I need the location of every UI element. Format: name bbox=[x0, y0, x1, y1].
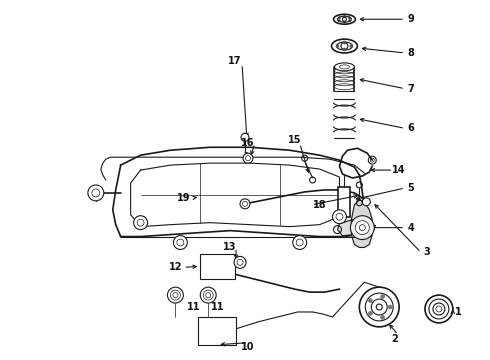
Text: 8: 8 bbox=[408, 48, 415, 58]
Text: 9: 9 bbox=[408, 14, 415, 24]
Circle shape bbox=[381, 315, 385, 319]
Circle shape bbox=[359, 225, 366, 231]
Circle shape bbox=[134, 216, 147, 230]
Circle shape bbox=[234, 256, 246, 268]
Ellipse shape bbox=[334, 14, 355, 24]
Text: 5: 5 bbox=[408, 183, 415, 193]
Circle shape bbox=[341, 42, 348, 50]
Text: 11: 11 bbox=[211, 302, 225, 312]
Text: 17: 17 bbox=[228, 56, 242, 66]
Ellipse shape bbox=[335, 63, 354, 71]
Text: 7: 7 bbox=[408, 84, 415, 94]
Circle shape bbox=[350, 45, 353, 48]
Circle shape bbox=[241, 133, 249, 141]
Circle shape bbox=[338, 17, 340, 19]
Circle shape bbox=[88, 185, 104, 201]
Ellipse shape bbox=[337, 42, 352, 50]
Circle shape bbox=[171, 290, 180, 300]
Circle shape bbox=[425, 295, 453, 323]
Circle shape bbox=[348, 20, 350, 22]
Text: 12: 12 bbox=[169, 262, 182, 272]
Circle shape bbox=[343, 15, 345, 17]
Circle shape bbox=[433, 303, 445, 315]
Circle shape bbox=[333, 210, 346, 224]
Bar bbox=[198, 317, 236, 345]
Circle shape bbox=[243, 153, 253, 163]
Circle shape bbox=[177, 239, 184, 246]
Circle shape bbox=[173, 235, 187, 249]
Text: 1: 1 bbox=[455, 307, 462, 317]
Text: 13: 13 bbox=[223, 243, 237, 252]
Circle shape bbox=[245, 156, 250, 161]
Circle shape bbox=[350, 216, 374, 239]
Text: 6: 6 bbox=[408, 123, 415, 134]
Circle shape bbox=[388, 305, 392, 309]
Text: 15: 15 bbox=[288, 135, 301, 145]
Circle shape bbox=[343, 48, 346, 51]
Bar bbox=[200, 255, 235, 279]
Polygon shape bbox=[351, 200, 372, 247]
Ellipse shape bbox=[332, 39, 357, 53]
Circle shape bbox=[348, 17, 350, 19]
Circle shape bbox=[371, 299, 387, 315]
Text: 19: 19 bbox=[176, 193, 190, 203]
Circle shape bbox=[293, 235, 307, 249]
Circle shape bbox=[338, 20, 340, 22]
Polygon shape bbox=[338, 220, 375, 238]
Circle shape bbox=[381, 294, 385, 298]
Text: 2: 2 bbox=[391, 334, 397, 344]
Text: 10: 10 bbox=[241, 342, 255, 352]
Circle shape bbox=[368, 311, 372, 315]
Circle shape bbox=[240, 199, 250, 209]
Circle shape bbox=[355, 221, 369, 235]
Circle shape bbox=[173, 293, 178, 298]
Circle shape bbox=[206, 293, 211, 298]
Text: 16: 16 bbox=[241, 138, 255, 148]
Circle shape bbox=[336, 213, 343, 220]
Circle shape bbox=[359, 287, 399, 327]
Circle shape bbox=[343, 41, 346, 44]
Ellipse shape bbox=[338, 16, 351, 22]
Circle shape bbox=[168, 287, 183, 303]
Circle shape bbox=[296, 239, 303, 246]
Circle shape bbox=[376, 304, 382, 310]
Circle shape bbox=[368, 298, 372, 303]
Text: 3: 3 bbox=[423, 247, 430, 257]
Text: 18: 18 bbox=[313, 200, 326, 210]
Circle shape bbox=[203, 290, 213, 300]
Text: 14: 14 bbox=[392, 165, 406, 175]
Circle shape bbox=[343, 17, 346, 21]
Circle shape bbox=[200, 287, 216, 303]
Circle shape bbox=[137, 219, 144, 226]
Circle shape bbox=[343, 21, 345, 23]
Circle shape bbox=[362, 198, 370, 206]
Circle shape bbox=[366, 293, 393, 321]
Circle shape bbox=[237, 260, 243, 265]
Circle shape bbox=[92, 189, 100, 197]
Text: 11: 11 bbox=[187, 302, 200, 312]
Circle shape bbox=[429, 299, 449, 319]
Ellipse shape bbox=[340, 65, 349, 69]
Bar bbox=[339, 187, 350, 217]
Text: 4: 4 bbox=[408, 222, 415, 233]
Circle shape bbox=[336, 45, 339, 48]
Circle shape bbox=[436, 306, 442, 312]
